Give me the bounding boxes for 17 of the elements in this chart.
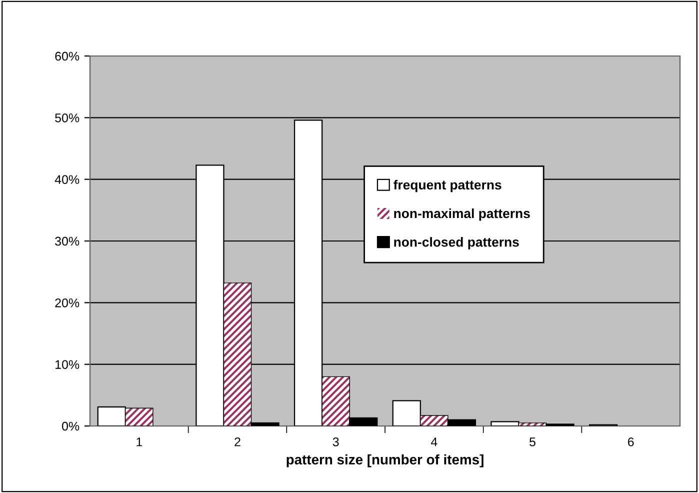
x-tick-label: 2 — [234, 437, 240, 446]
y-tick-label: 50% — [55, 113, 80, 122]
y-tick-label: 20% — [55, 298, 80, 308]
x-tick-label: 1 — [136, 438, 142, 446]
x-tick-label: 5 — [530, 438, 536, 446]
x-axis-title: pattern size [number of items] — [286, 454, 484, 468]
y-tick-label: 10% — [56, 360, 80, 369]
legend-label: frequent patterns — [394, 180, 502, 192]
y-tick-label: 30% — [55, 236, 80, 246]
legend-label: non-maximal patterns — [394, 208, 530, 221]
x-tick-label: 4 — [430, 438, 438, 446]
y-tick-label: 40% — [54, 175, 80, 184]
y-tick-label: 0% — [62, 422, 80, 431]
x-tick-label: 3 — [332, 437, 339, 446]
y-tick-label: 60% — [55, 52, 80, 61]
x-tick-label: 6 — [628, 437, 634, 446]
legend-label: non-closed patterns — [394, 237, 519, 250]
